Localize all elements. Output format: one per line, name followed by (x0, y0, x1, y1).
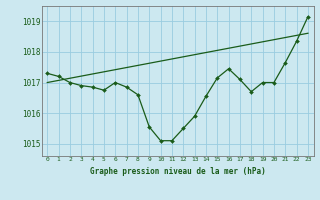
X-axis label: Graphe pression niveau de la mer (hPa): Graphe pression niveau de la mer (hPa) (90, 167, 266, 176)
